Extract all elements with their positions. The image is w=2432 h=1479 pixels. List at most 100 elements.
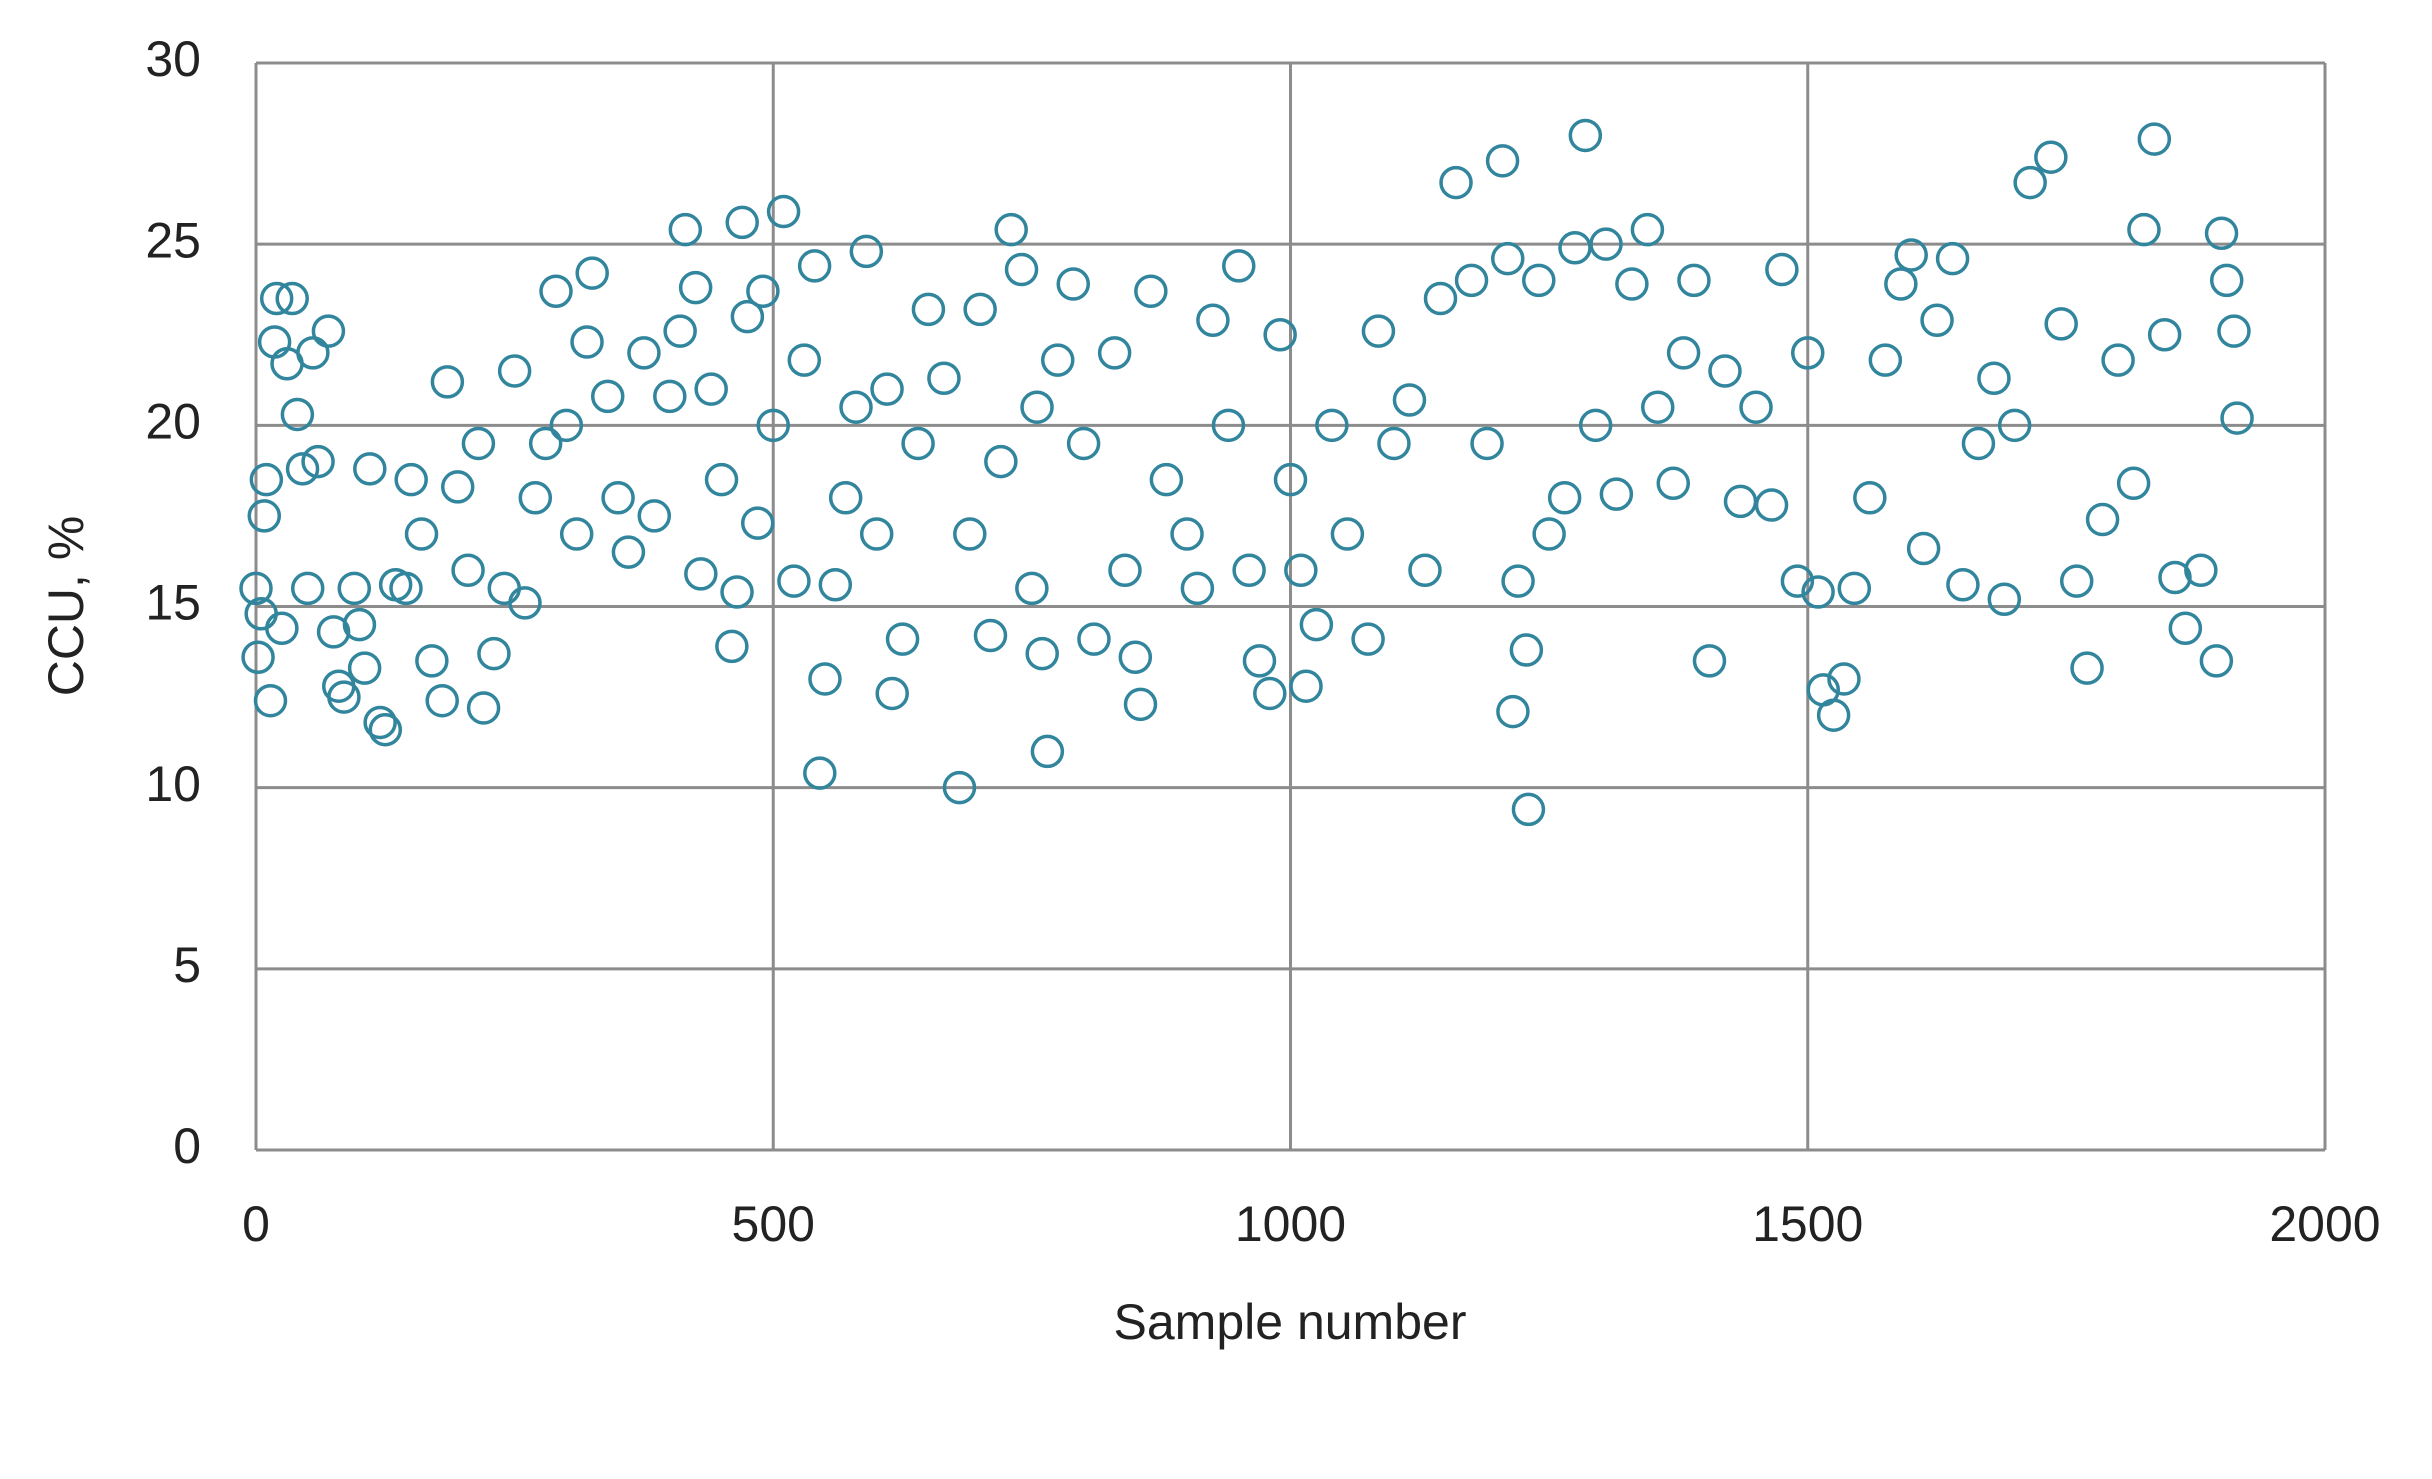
point: [637, 499, 672, 533]
point: [1392, 383, 1427, 417]
point: [275, 281, 309, 316]
point: [2070, 651, 2104, 685]
point: [1837, 571, 1872, 606]
point: [953, 517, 987, 551]
point: [1656, 466, 1691, 501]
point: [1134, 274, 1168, 309]
point: [2085, 502, 2120, 537]
point: [2044, 307, 2078, 341]
point: [1987, 582, 2022, 617]
point: [1501, 564, 1535, 598]
point: [497, 354, 532, 388]
y-tick-label: 5: [173, 937, 201, 993]
point: [859, 517, 894, 551]
point: [2101, 343, 2135, 377]
point: [1490, 241, 1525, 276]
point: [973, 618, 1008, 653]
point: [766, 194, 801, 229]
point: [1640, 390, 1675, 424]
point: [363, 705, 397, 740]
point: [1108, 553, 1142, 588]
point: [1754, 488, 1789, 522]
point: [415, 644, 449, 678]
point: [1056, 267, 1091, 301]
point: [1211, 408, 1246, 443]
point: [290, 571, 325, 606]
point: [1222, 249, 1256, 283]
point: [1454, 263, 1489, 298]
point: [353, 452, 387, 486]
point: [1692, 644, 1727, 678]
point: [668, 212, 703, 247]
point: [559, 517, 594, 551]
y-axis-title: CCU, %: [38, 516, 94, 697]
point: [2013, 165, 2047, 200]
point: [2209, 263, 2244, 298]
point: [487, 571, 522, 606]
point: [430, 365, 465, 399]
point: [1884, 267, 1918, 301]
point: [994, 212, 1028, 247]
point: [1253, 676, 1287, 711]
point: [803, 756, 837, 790]
point: [720, 575, 754, 609]
point: [2059, 564, 2094, 598]
point: [394, 462, 428, 497]
point: [1242, 644, 1277, 678]
point: [2168, 611, 2203, 645]
point: [611, 535, 646, 569]
point: [1532, 517, 1566, 551]
point: [1485, 144, 1520, 178]
point: [249, 462, 284, 497]
point: [740, 506, 775, 540]
point: [518, 481, 553, 515]
x-axis-title: Sample number: [1114, 1294, 1467, 1350]
point: [1677, 263, 1711, 298]
point: [2199, 644, 2234, 678]
point: [466, 691, 501, 725]
point: [1615, 267, 1649, 301]
point: [927, 361, 961, 395]
point: [549, 408, 584, 443]
point: [1170, 517, 1204, 551]
point: [2034, 140, 2068, 174]
point: [942, 770, 977, 805]
point: [1568, 118, 1603, 153]
point: [590, 379, 625, 414]
point: [756, 408, 790, 443]
point: [1511, 792, 1546, 827]
point: [1097, 336, 1132, 370]
y-tick-label: 15: [145, 575, 201, 631]
point: [1509, 633, 1544, 667]
point: [451, 553, 485, 588]
point: [601, 481, 635, 515]
point: [1118, 640, 1153, 674]
x-tick-label: 1500: [1752, 1196, 1863, 1252]
point: [1765, 252, 1799, 287]
point: [539, 274, 573, 309]
point: [1997, 408, 2032, 443]
point: [1791, 336, 1825, 370]
point: [1496, 694, 1530, 729]
point: [1066, 426, 1101, 461]
point: [285, 452, 320, 486]
point: [1361, 314, 1396, 348]
point: [327, 680, 361, 714]
point: [678, 270, 713, 305]
point: [280, 397, 315, 432]
point: [508, 586, 542, 620]
point: [730, 299, 765, 334]
point: [461, 426, 496, 461]
point: [1816, 698, 1851, 732]
point: [704, 462, 739, 497]
point: [1739, 390, 1773, 424]
point: [1015, 571, 1049, 606]
point: [1780, 564, 1815, 598]
point: [1558, 231, 1592, 265]
point: [528, 426, 563, 461]
point: [746, 274, 780, 309]
point: [1906, 531, 1941, 566]
point: [1408, 553, 1442, 588]
point: [777, 564, 811, 598]
